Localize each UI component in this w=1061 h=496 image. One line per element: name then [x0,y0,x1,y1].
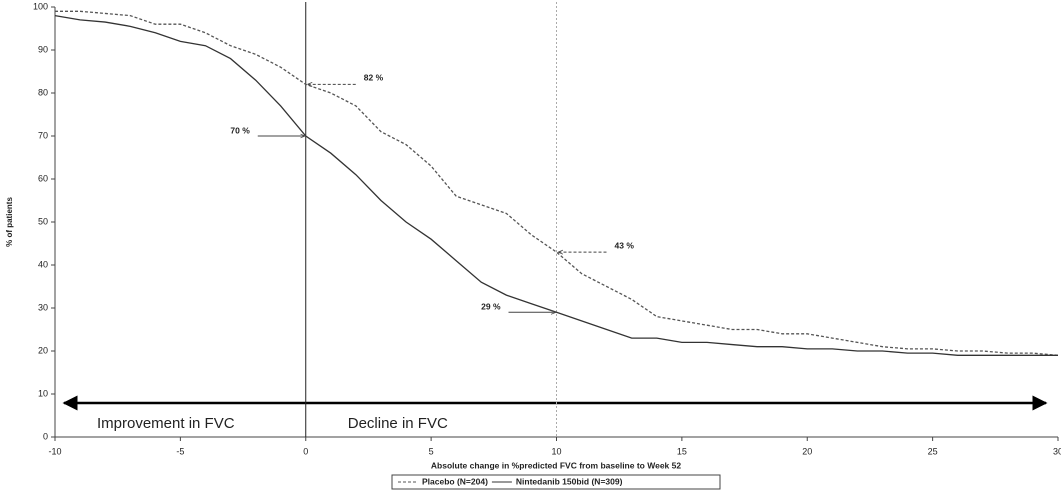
legend-label: Nintedanib 150bid (N=309) [516,476,623,486]
x-tick-label: 10 [551,446,561,456]
x-tick-label: 30 [1053,446,1061,456]
y-tick-label: 20 [38,345,48,355]
y-tick-label: 90 [38,44,48,54]
x-tick-label: 20 [802,446,812,456]
y-tick-label: 60 [38,173,48,183]
annotation-label: 70 % [230,125,250,135]
y-tick-label: 30 [38,302,48,312]
region-label: Improvement in FVC [97,415,235,432]
region-label: Decline in FVC [348,415,448,432]
x-axis-label: Absolute change in %predicted FVC from b… [431,460,681,470]
x-tick-label: -10 [48,446,61,456]
y-tick-label: 0 [43,431,48,441]
x-tick-label: 5 [429,446,434,456]
y-tick-label: 50 [38,216,48,226]
y-tick-label: 40 [38,259,48,269]
legend-label: Placebo (N=204) [422,476,488,486]
y-tick-label: 80 [38,87,48,97]
annotation-label: 82 % [364,73,384,83]
x-tick-label: -5 [176,446,184,456]
y-axis-label: % of patients [5,197,14,247]
x-tick-label: 0 [303,446,308,456]
y-tick-label: 70 [38,130,48,140]
x-tick-label: 15 [677,446,687,456]
y-tick-label: 100 [33,1,48,11]
annotation-label: 43 % [615,240,635,250]
y-tick-label: 10 [38,388,48,398]
series-line [55,10,1059,356]
legend-box [391,474,721,490]
annotation-label: 29 % [481,302,501,312]
series-line [54,14,1058,356]
x-tick-label: 25 [928,446,938,456]
